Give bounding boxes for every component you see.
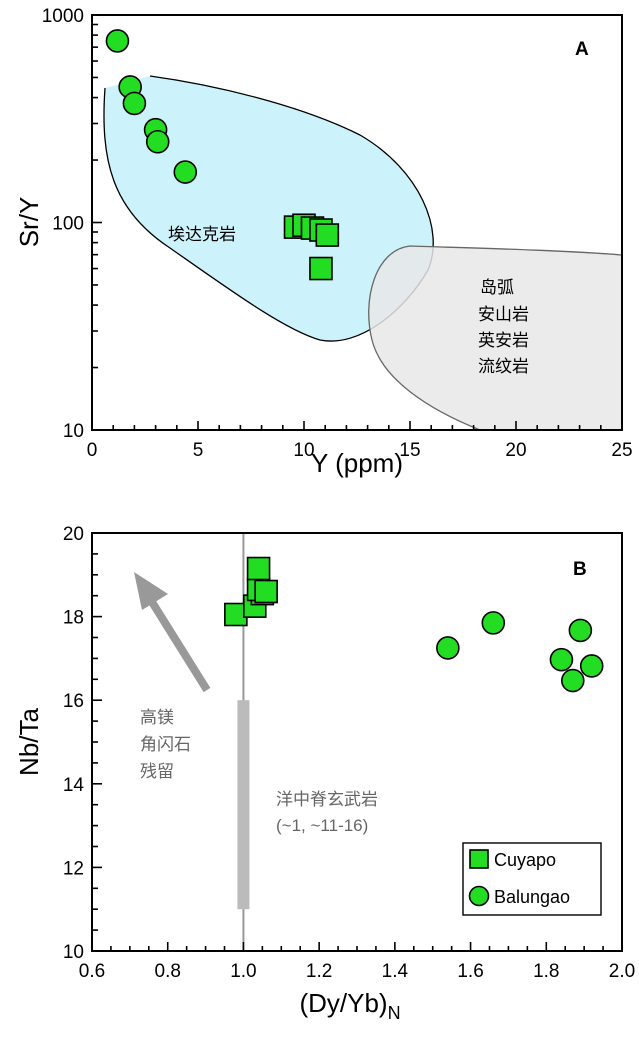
panel-a-x-tick-label: 25 xyxy=(611,440,632,461)
amphibole-label-line3: 残留 xyxy=(140,762,174,781)
panel-b-x-axis-title: (Dy/Yb)N xyxy=(299,988,400,1023)
island-arc-label-line3: 英安岩 xyxy=(478,331,529,350)
panel-a-x-tick-label: 15 xyxy=(399,440,420,461)
panel-a-y-axis-title: Sr/Y xyxy=(14,197,44,248)
panel-a-y-ticks: 10 100 1000 xyxy=(42,6,102,442)
panel-a-chart: 0 5 10 15 20 25 10 100 1000 A 埃达克岩 岛弧 安山岩 英安岩 流… xyxy=(14,6,633,478)
panel-b-x-tick-label: 1.2 xyxy=(306,961,332,982)
panel-a-square-point xyxy=(315,223,340,247)
amphibole-label-line1: 高镁 xyxy=(140,708,174,727)
panel-b-x-tick-label: 0.6 xyxy=(79,961,105,982)
panel-b-y-tick-label: 14 xyxy=(63,775,85,796)
panel-b-y-tick-label: 20 xyxy=(63,524,84,545)
morb-label-line1: 洋中脊玄武岩 xyxy=(276,790,378,809)
panel-a-circle-point xyxy=(145,129,170,154)
panel-a-circle-point xyxy=(173,160,198,184)
panel-a-x-ticks: 0 5 10 15 20 25 xyxy=(87,421,633,461)
legend-label-cuyapo: Cuyapo xyxy=(494,850,556,870)
panel-b-x-tick-label: 1.4 xyxy=(382,961,409,982)
panel-a-x-axis-title: Y (ppm) xyxy=(311,448,403,478)
panel-b-x-tick-label: 2.0 xyxy=(609,961,635,982)
legend-label-balungao: Balungao xyxy=(494,887,570,907)
panel-b-x-tick-label: 1.6 xyxy=(457,961,483,982)
panel-a-y-tick-label: 1000 xyxy=(42,6,84,27)
panel-b-y-tick-label: 10 xyxy=(63,942,84,963)
panel-a-x-tick-label: 10 xyxy=(293,440,314,461)
panel-b-balungao-point xyxy=(549,647,574,672)
panel-a-y-tick-label: 100 xyxy=(52,214,84,235)
panel-b-y-ticks: 10 12 14 16 18 20 xyxy=(63,524,102,963)
panel-b-x-tick-label: 1.8 xyxy=(533,961,559,982)
island-arc-label-line1: 岛弧 xyxy=(480,278,514,297)
legend-marker-balungao xyxy=(468,885,490,907)
panel-b-x-tick-label: 0.8 xyxy=(155,961,181,982)
panel-b-x-axis-title-sub: N xyxy=(388,1003,401,1023)
panel-b-balungao-point xyxy=(579,654,604,678)
panel-b-y-axis-title: Nb/Ta xyxy=(14,708,44,776)
panel-b-cuyapo-point xyxy=(246,556,271,581)
island-arc-label-line2: 安山岩 xyxy=(478,305,529,324)
panel-b-balungao-point xyxy=(560,668,585,693)
panel-b-letter: B xyxy=(573,559,587,580)
adakite-field-label: 埃达克岩 xyxy=(168,225,236,244)
panel-b-cuyapo-point xyxy=(254,579,278,604)
panel-b-x-ticks: 0.6 0.8 1.0 1.2 1.4 1.6 1.8 2.0 xyxy=(79,942,635,982)
panel-a-x-tick-label: 5 xyxy=(193,440,204,461)
panel-b-balungao-point xyxy=(568,618,593,643)
island-arc-field xyxy=(368,245,623,431)
island-arc-label-line4: 流纹岩 xyxy=(478,357,529,376)
panel-b-x-axis-title-main: (Dy/Yb) xyxy=(299,988,387,1018)
morb-label-line2: (~1, ~11-16) xyxy=(276,816,368,835)
panel-a-square-point xyxy=(309,256,333,281)
panel-a-letter: A xyxy=(575,39,589,60)
panel-a-circle-point xyxy=(105,29,130,53)
panel-b-balungao-point xyxy=(436,636,460,660)
residual-amphibole-arrow xyxy=(134,572,211,693)
amphibole-label-line2: 角闪石 xyxy=(140,735,191,754)
panel-b-y-tick-label: 12 xyxy=(63,858,84,879)
legend: Cuyapo Balungao xyxy=(462,842,602,916)
panel-a-points xyxy=(105,29,340,281)
panel-a-x-tick-label: 20 xyxy=(505,440,526,461)
panel-a-y-tick-label: 10 xyxy=(63,421,84,442)
panel-b-y-tick-label: 16 xyxy=(63,691,84,712)
panel-a-x-tick-label: 0 xyxy=(87,440,98,461)
panel-b-balungao-point xyxy=(481,611,506,635)
legend-marker-cuyapo xyxy=(469,849,489,869)
panel-b-y-tick-label: 18 xyxy=(63,608,84,629)
panel-b-points xyxy=(224,556,604,693)
morb-range-band xyxy=(237,700,250,910)
panel-a-circle-point xyxy=(122,91,147,116)
panel-b-x-tick-label: 1.0 xyxy=(230,961,256,982)
